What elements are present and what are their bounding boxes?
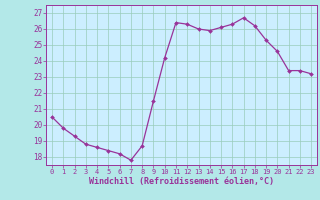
X-axis label: Windchill (Refroidissement éolien,°C): Windchill (Refroidissement éolien,°C) — [89, 177, 274, 186]
